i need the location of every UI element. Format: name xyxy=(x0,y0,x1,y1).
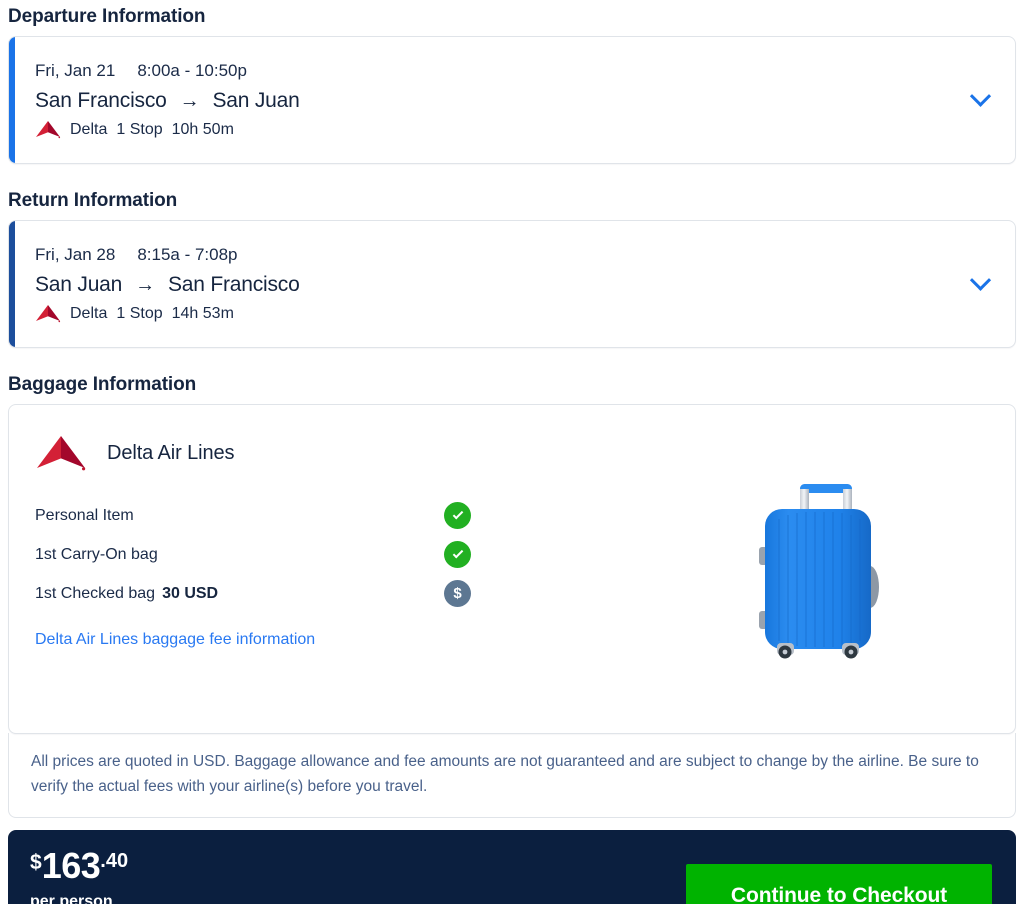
departure-details: Fri, Jan 21 8:00a - 10:50p San Francisco… xyxy=(9,61,945,139)
baggage-allowance-list: Personal Item 1st Carry-On bag 1st Check… xyxy=(9,472,479,613)
price-amount: 163 xyxy=(41,844,101,886)
delta-logo-icon xyxy=(35,304,61,323)
arrow-right-icon: → xyxy=(179,89,200,112)
departure-airline: Delta xyxy=(70,120,108,138)
return-times: 8:15a - 7:08p xyxy=(137,245,238,264)
chevron-down-icon xyxy=(969,269,991,291)
departure-destination: San Juan xyxy=(212,89,300,112)
departure-expand-button[interactable] xyxy=(945,85,1015,108)
price-block: $ 163 .40 per person Or as low as $15/mo… xyxy=(30,844,295,904)
baggage-row: 1st Checked bag 30 USD $ xyxy=(35,574,479,613)
price-summary-bar: $ 163 .40 per person Or as low as $15/mo… xyxy=(8,830,1016,904)
baggage-row: Personal Item xyxy=(35,496,479,535)
departure-date: Fri, Jan 21 xyxy=(35,61,116,80)
departure-schedule: Fri, Jan 21 8:00a - 10:50p xyxy=(35,61,945,81)
return-schedule: Fri, Jan 28 8:15a - 7:08p xyxy=(35,245,945,265)
baggage-row: 1st Carry-On bag xyxy=(35,535,479,574)
delta-logo-icon xyxy=(35,434,87,472)
return-expand-button[interactable] xyxy=(945,269,1015,292)
return-airline: Delta xyxy=(70,304,108,322)
continue-to-checkout-button[interactable]: Continue to Checkout xyxy=(686,864,992,904)
departure-times: 8:00a - 10:50p xyxy=(137,61,247,80)
baggage-item-label: 1st Checked bag xyxy=(35,584,156,602)
departure-stops: 1 Stop xyxy=(116,120,163,138)
baggage-heading: Baggage Information xyxy=(8,374,197,395)
baggage-item-label: Personal Item xyxy=(35,506,134,524)
return-meta: Delta 1 Stop 14h 53m xyxy=(35,304,945,323)
currency-symbol: $ xyxy=(30,850,42,874)
departure-origin: San Francisco xyxy=(35,89,167,112)
departure-heading: Departure Information xyxy=(8,6,206,27)
return-details: Fri, Jan 28 8:15a - 7:08p San Juan → San… xyxy=(9,245,945,323)
dollar-icon: $ xyxy=(444,580,471,607)
baggage-fee-info-link[interactable]: Delta Air Lines baggage fee information xyxy=(35,631,316,648)
baggage-item-label: 1st Carry-On bag xyxy=(35,545,158,563)
departure-flight-card[interactable]: Fri, Jan 21 8:00a - 10:50p San Francisco… xyxy=(8,36,1016,164)
return-heading: Return Information xyxy=(8,190,178,211)
spacer xyxy=(8,348,1016,368)
baggage-card: Delta Air Lines Personal Item 1st Carry-… xyxy=(8,404,1016,734)
departure-route: San Francisco → San Juan xyxy=(35,89,945,113)
departure-duration: 10h 50m xyxy=(171,120,234,138)
return-route: San Juan → San Francisco xyxy=(35,273,945,297)
departure-accent-bar xyxy=(9,37,15,163)
return-origin: San Juan xyxy=(35,273,123,296)
return-flight-card[interactable]: Fri, Jan 28 8:15a - 7:08p San Juan → San… xyxy=(8,220,1016,348)
check-icon xyxy=(444,502,471,529)
delta-logo-icon xyxy=(35,120,61,139)
departure-meta: Delta 1 Stop 10h 50m xyxy=(35,120,945,139)
return-stops: 1 Stop xyxy=(116,304,163,322)
suitcase-icon xyxy=(741,471,911,661)
chevron-down-icon xyxy=(969,85,991,107)
return-date: Fri, Jan 28 xyxy=(35,245,116,264)
baggage-disclaimer: All prices are quoted in USD. Baggage al… xyxy=(8,733,1016,819)
price-per-person-label: per person xyxy=(30,892,113,904)
check-icon xyxy=(444,541,471,568)
spacer xyxy=(8,164,1016,184)
arrow-right-icon: → xyxy=(135,273,155,296)
return-duration: 14h 53m xyxy=(171,304,234,322)
baggage-item-fee: 30 USD xyxy=(162,584,219,602)
return-destination: San Francisco xyxy=(167,273,300,296)
price-cents: .40 xyxy=(100,849,129,872)
baggage-airline-row: Delta Air Lines xyxy=(9,405,1015,472)
baggage-airline-name: Delta Air Lines xyxy=(107,441,235,464)
total-price: $ 163 .40 xyxy=(30,844,295,886)
return-accent-bar xyxy=(9,221,15,347)
